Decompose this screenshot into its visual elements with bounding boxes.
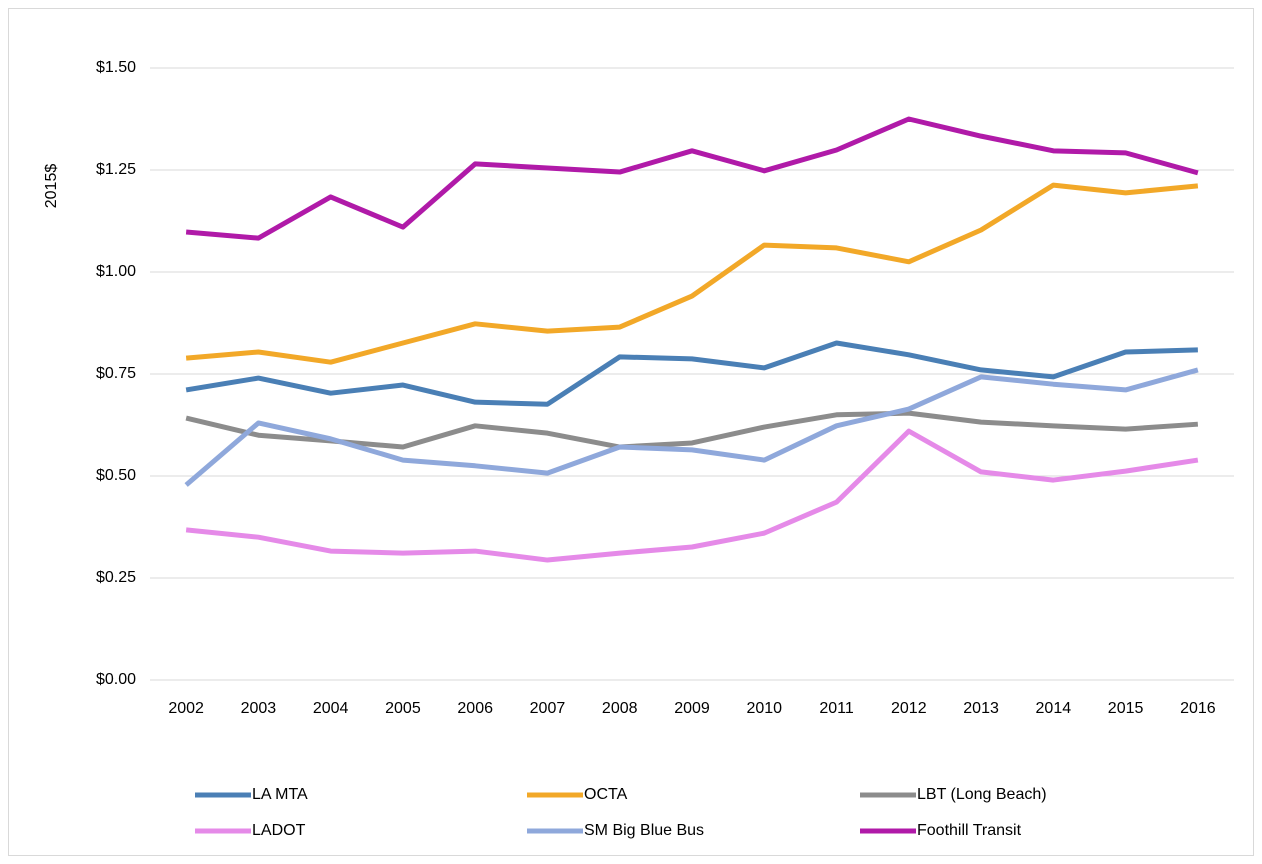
legend-label: LA MTA: [252, 786, 308, 803]
series-line: [185, 410, 1199, 450]
y-tick-label: $1.50: [96, 59, 136, 76]
legend-label: LADOT: [252, 822, 306, 839]
y-tick-label: $0.00: [96, 671, 136, 688]
legend-label: SM Big Blue Bus: [584, 822, 704, 839]
x-tick-label: 2002: [168, 700, 204, 717]
series-line: [184, 367, 1199, 487]
x-tick-label: 2007: [530, 700, 566, 717]
y-axis-label: 2015$: [43, 164, 60, 209]
legend-label: Foothill Transit: [917, 822, 1022, 839]
series-line: [185, 340, 1198, 407]
chart-frame: [8, 8, 1254, 856]
x-tick-label: 2004: [313, 700, 349, 717]
legend-label: OCTA: [584, 786, 628, 803]
x-tick-label: 2011: [819, 700, 854, 717]
x-tick-label: 2016: [1180, 700, 1216, 717]
x-tick-label: 2006: [457, 700, 493, 717]
y-tick-label: $1.25: [96, 161, 136, 178]
series-line: [185, 182, 1199, 365]
y-tick-label: $1.00: [96, 263, 136, 280]
y-tick-label: $0.50: [96, 467, 136, 484]
series-line: [185, 116, 1199, 241]
x-tick-label: 2005: [385, 700, 421, 717]
series-line: [185, 428, 1199, 563]
x-tick-label: 2014: [1036, 700, 1072, 717]
x-tick-label: 2010: [746, 700, 782, 717]
x-tick-label: 2012: [891, 700, 927, 717]
x-tick-label: 2013: [963, 700, 999, 717]
x-tick-label: 2008: [602, 700, 638, 717]
x-tick-label: 2003: [241, 700, 277, 717]
y-tick-label: $0.75: [96, 365, 136, 382]
x-tick-label: 2009: [674, 700, 710, 717]
x-tick-label: 2015: [1108, 700, 1144, 717]
legend-label: LBT (Long Beach): [917, 786, 1047, 803]
y-tick-label: $0.25: [96, 569, 136, 586]
